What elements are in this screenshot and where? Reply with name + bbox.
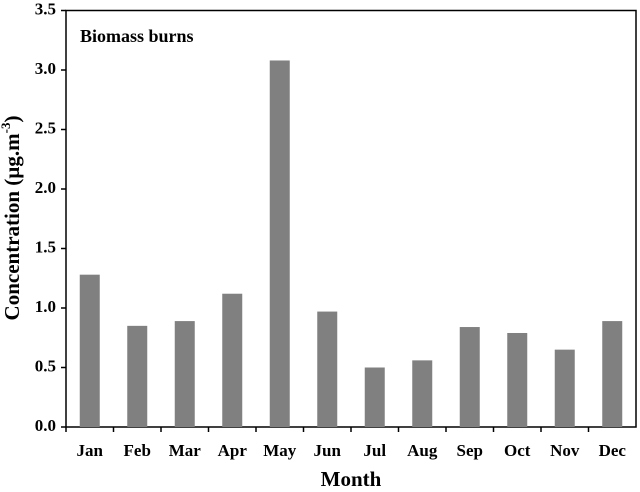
- annotation: Biomass burns: [80, 26, 194, 46]
- y-tick-label: 0.0: [35, 416, 56, 435]
- y-tick-label: 3.0: [35, 59, 56, 78]
- plot-frame: [65, 9, 637, 428]
- x-tick-label: Dec: [599, 441, 627, 460]
- x-tick-label: Apr: [218, 441, 248, 460]
- x-tick-label: Jun: [314, 441, 342, 460]
- bar: [459, 327, 480, 427]
- y-tick-label: 3.5: [35, 0, 56, 18]
- x-tick-label: Jul: [363, 441, 386, 460]
- bar: [412, 360, 433, 427]
- bar: [222, 293, 243, 427]
- x-tick-label: Nov: [550, 441, 580, 460]
- y-axis-label-text: Concentration (µg.m: [0, 133, 24, 321]
- bar: [602, 321, 623, 427]
- y-axis-label: Concentration (µg.m-3): [0, 116, 24, 321]
- y-tick-label: 0.5: [35, 356, 56, 375]
- bar: [507, 332, 528, 427]
- bar: [174, 321, 195, 427]
- bar: [79, 274, 100, 427]
- bar: [364, 367, 385, 427]
- y-tick-label: 1.0: [35, 297, 56, 316]
- y-tick-label: 1.5: [35, 237, 56, 256]
- x-tick-label: Aug: [407, 441, 438, 460]
- bar: [317, 311, 338, 427]
- y-axis-label-suffix: ): [0, 116, 24, 123]
- x-tick-label: Oct: [504, 441, 531, 460]
- y-axis-label-superscript: -3: [0, 122, 13, 133]
- x-tick-label: Jan: [77, 441, 104, 460]
- y-tick-label: 2.0: [35, 178, 56, 197]
- x-tick-label: Mar: [169, 441, 202, 460]
- x-axis-label: Month: [321, 467, 382, 491]
- y-tick-label: 2.5: [35, 118, 56, 137]
- bar: [269, 60, 290, 427]
- x-tick-label: Feb: [124, 441, 151, 460]
- x-tick-label: Sep: [457, 441, 483, 460]
- bar: [127, 325, 148, 427]
- x-tick-label: May: [263, 441, 297, 460]
- bar: [554, 349, 575, 427]
